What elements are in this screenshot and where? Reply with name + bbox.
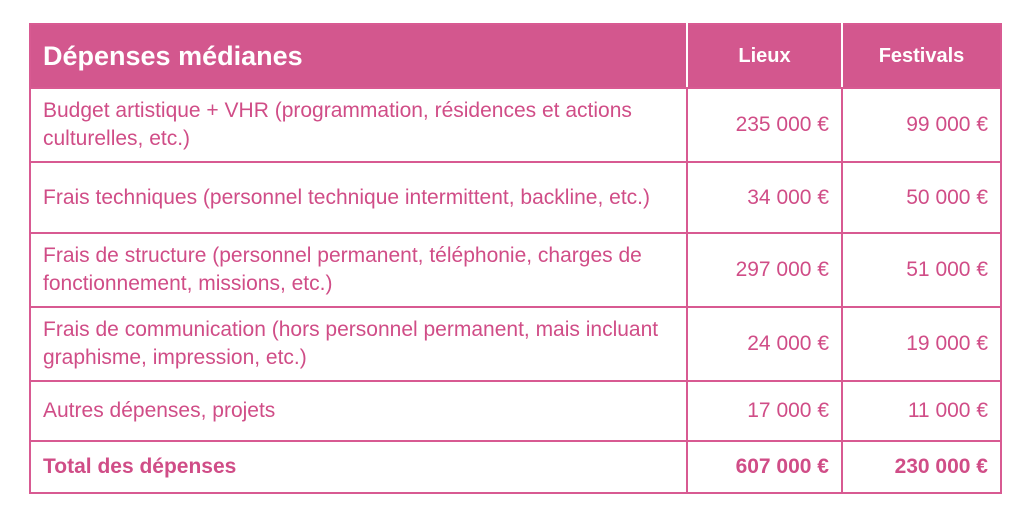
table-row: Frais de structure (personnel permanent,… xyxy=(29,231,1002,309)
value-lieux: 34 000 € xyxy=(686,161,843,234)
total-festivals: 230 000 € xyxy=(841,439,1002,495)
value-festivals: 11 000 € xyxy=(841,380,1002,442)
value-festivals: 51 000 € xyxy=(841,231,1002,309)
total-lieux: 607 000 € xyxy=(686,439,843,495)
table-row: Budget artistique + VHR (programmation, … xyxy=(29,86,1002,164)
row-label: Budget artistique + VHR (programmation, … xyxy=(29,86,688,164)
total-row: Total des dépenses 607 000 € 230 000 € xyxy=(29,439,1002,495)
value-lieux: 235 000 € xyxy=(686,86,843,164)
column-header-lieux: Lieux xyxy=(686,23,843,89)
table-title: Dépenses médianes xyxy=(29,23,688,89)
table-header-row: Dépenses médianes Lieux Festivals xyxy=(29,23,1002,89)
value-lieux: 297 000 € xyxy=(686,231,843,309)
value-lieux: 17 000 € xyxy=(686,380,843,442)
row-label: Frais de communication (hors personnel p… xyxy=(29,306,688,383)
value-festivals: 19 000 € xyxy=(841,306,1002,383)
value-festivals: 50 000 € xyxy=(841,161,1002,234)
row-label: Autres dépenses, projets xyxy=(29,380,688,442)
expenses-table: Dépenses médianes Lieux Festivals Budget… xyxy=(29,23,1002,495)
table-row: Autres dépenses, projets 17 000 € 11 000… xyxy=(29,380,1002,442)
value-lieux: 24 000 € xyxy=(686,306,843,383)
row-label: Frais de structure (personnel permanent,… xyxy=(29,231,688,309)
total-label: Total des dépenses xyxy=(29,439,688,495)
value-festivals: 99 000 € xyxy=(841,86,1002,164)
table-row: Frais de communication (hors personnel p… xyxy=(29,306,1002,383)
row-label: Frais techniques (personnel technique in… xyxy=(29,161,688,234)
table-row: Frais techniques (personnel technique in… xyxy=(29,161,1002,234)
column-header-festivals: Festivals xyxy=(841,23,1002,89)
